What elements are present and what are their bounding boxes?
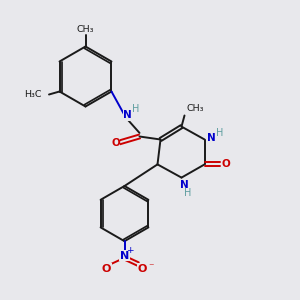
Text: O: O	[138, 263, 147, 274]
Text: H₃C: H₃C	[25, 90, 42, 99]
Text: N: N	[179, 180, 188, 190]
Text: H: H	[132, 104, 140, 114]
Text: N: N	[207, 133, 216, 143]
Text: N: N	[123, 110, 132, 121]
Text: +: +	[126, 246, 134, 255]
Text: CH₃: CH₃	[187, 104, 204, 113]
Text: ⁻: ⁻	[148, 262, 153, 272]
Text: H: H	[216, 128, 223, 138]
Text: CH₃: CH₃	[77, 26, 94, 34]
Text: H: H	[184, 188, 191, 198]
Text: O: O	[221, 159, 230, 170]
Text: N: N	[120, 250, 129, 261]
Text: O: O	[102, 263, 111, 274]
Text: O: O	[111, 137, 120, 148]
